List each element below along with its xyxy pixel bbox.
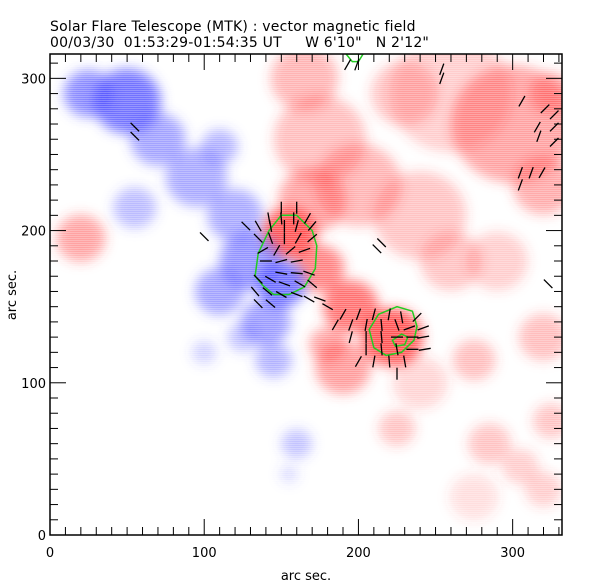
field-vector (130, 122, 140, 132)
field-vector (543, 279, 553, 289)
field-vector (412, 312, 422, 323)
field-vector (253, 274, 263, 284)
chart-title: Solar Flare Telescope (MTK) : vector mag… (50, 19, 416, 35)
field-vector (518, 95, 526, 107)
field-vector (275, 271, 288, 275)
field-vector (344, 59, 352, 71)
field-vector (307, 220, 317, 232)
y-tick-label: 0 (38, 529, 46, 544)
field-vector (417, 335, 430, 339)
contour-inner (391, 333, 409, 348)
field-vector (417, 325, 430, 331)
field-vector (364, 318, 368, 332)
field-vector (303, 295, 315, 303)
field-vector (199, 231, 209, 242)
field-vector (395, 343, 399, 356)
field-vector (298, 247, 311, 254)
x-tick-label: 100 (192, 546, 217, 561)
x-tick-label: 300 (500, 546, 525, 561)
x-tick-label: 200 (346, 546, 371, 561)
field-vector (549, 110, 559, 120)
field-vector (372, 244, 382, 254)
field-vector (290, 272, 303, 275)
field-vector (280, 212, 283, 225)
field-vector (354, 355, 362, 368)
axes: 0 100 200 300 0 100 200 300 (21, 54, 562, 561)
field-vector (278, 281, 291, 287)
field-vector (257, 246, 269, 254)
field-vector (322, 303, 334, 311)
field-vector (262, 287, 273, 296)
field-vector (285, 246, 296, 255)
field-vector (294, 220, 299, 232)
field-vector (307, 233, 318, 243)
y-axis-label: arc sec. (5, 270, 20, 320)
field-vector (339, 308, 347, 320)
plot-frame (49, 53, 563, 536)
contour-upper (254, 214, 318, 296)
x-axis-label: arc sec. (281, 569, 331, 584)
vector-layer (130, 58, 559, 380)
field-vector (517, 166, 524, 179)
field-vector (439, 72, 445, 85)
field-vector (273, 244, 281, 256)
field-vector (376, 238, 387, 248)
y-tick-label: 100 (21, 377, 46, 392)
field-vector (380, 343, 383, 356)
field-vector (348, 331, 353, 344)
field-vector (253, 298, 263, 309)
field-vector (275, 258, 288, 264)
field-vector (538, 167, 546, 179)
field-vector (528, 166, 534, 179)
field-vector (380, 331, 383, 344)
field-vector (267, 232, 274, 245)
field-vector (418, 347, 431, 351)
field-vector (439, 63, 445, 76)
field-vector (380, 318, 383, 331)
field-vector (303, 270, 315, 276)
chart-subtitle: 00/03/30 01:53:29-01:54:35 UT W 6'10" N … (50, 35, 430, 51)
field-vector (355, 308, 362, 321)
field-vector (372, 355, 376, 368)
field-vector (313, 296, 326, 302)
field-vector (253, 233, 263, 243)
field-vector (294, 232, 302, 244)
contour-lower (368, 305, 418, 357)
field-vector (250, 286, 260, 297)
plot-area (50, 54, 562, 535)
field-vector (331, 319, 339, 331)
field-vector (294, 280, 306, 288)
field-vector (264, 275, 277, 283)
field-vector (290, 291, 303, 298)
y-tick-label: 200 (21, 225, 46, 240)
field-vector (254, 220, 262, 232)
field-vector (371, 308, 377, 321)
x-tick-label: 0 (46, 546, 54, 561)
field-vector (536, 130, 542, 143)
field-vector (533, 121, 541, 133)
field-vector (268, 219, 273, 233)
field-vector (241, 221, 251, 231)
field-vector (388, 355, 391, 368)
field-vector (403, 355, 407, 368)
field-vector (307, 279, 318, 289)
field-vector (265, 299, 276, 308)
field-vector (348, 319, 354, 331)
y-tick-label: 300 (21, 72, 46, 87)
field-vector (394, 319, 400, 331)
field-vector (387, 308, 391, 321)
field-vector (540, 104, 550, 114)
field-vector (403, 325, 416, 331)
field-vector (303, 212, 312, 224)
field-vector (517, 179, 524, 191)
field-vector (130, 131, 140, 141)
field-vector (275, 290, 287, 299)
scanline-texture (50, 54, 562, 535)
field-vector (290, 259, 303, 263)
field-vector (399, 311, 404, 324)
